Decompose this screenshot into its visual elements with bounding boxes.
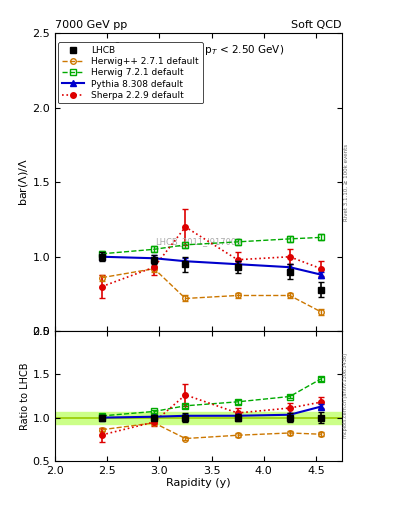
- Y-axis label: bar($\Lambda$)/$\Lambda$: bar($\Lambda$)/$\Lambda$: [17, 158, 29, 206]
- Text: $\bar{\Lambda}/\Lambda$ vs |y|(1.00 < p$_T$ < 2.50 GeV): $\bar{\Lambda}/\Lambda$ vs |y|(1.00 < p$…: [113, 42, 284, 58]
- Bar: [55, 412, 342, 423]
- Text: Rivet 3.1.10, ≥ 100k events: Rivet 3.1.10, ≥ 100k events: [343, 144, 348, 221]
- X-axis label: Rapidity (y): Rapidity (y): [166, 478, 231, 488]
- Legend: LHCB, Herwig++ 2.7.1 default, Herwig 7.2.1 default, Pythia 8.308 default, Sherpa: LHCB, Herwig++ 2.7.1 default, Herwig 7.2…: [58, 42, 202, 103]
- Text: mcplots.cern.ch [arXiv:1306.3436]: mcplots.cern.ch [arXiv:1306.3436]: [343, 354, 348, 438]
- Text: 7000 GeV pp: 7000 GeV pp: [55, 20, 127, 31]
- Text: Soft QCD: Soft QCD: [292, 20, 342, 31]
- Y-axis label: Ratio to LHCB: Ratio to LHCB: [20, 362, 29, 430]
- Text: LHCB_2011_I917009: LHCB_2011_I917009: [155, 238, 242, 246]
